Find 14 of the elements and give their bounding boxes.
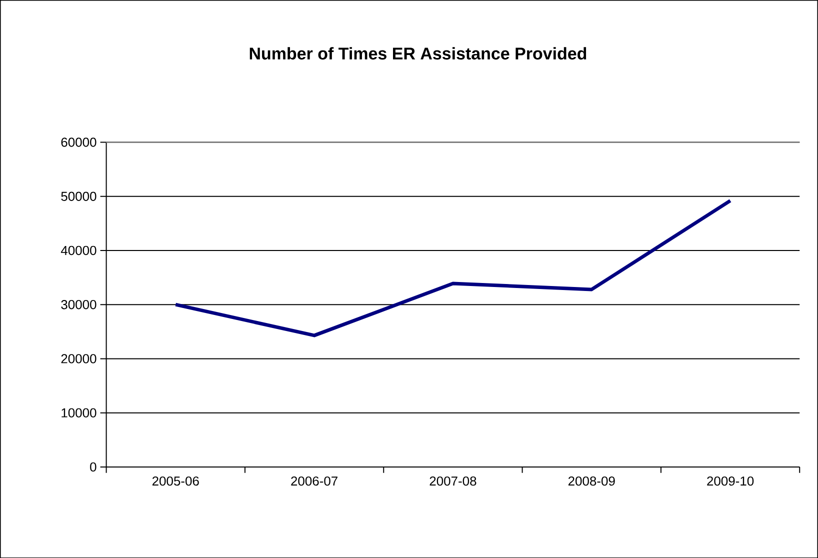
y-tick-label: 40000 [60,246,96,255]
x-tick-label: 2008-09 [568,476,615,486]
y-tick-label: 20000 [61,354,96,364]
chart-title: Number of Times ER Assistance Provided [250,46,586,60]
x-tick-label: 2009-10 [707,476,754,486]
x-tick-label: 2006-07 [291,476,338,486]
y-tick-label: 0 [90,462,96,472]
line-series [174,198,732,338]
y-tick-label: 30000 [61,300,96,310]
y-tick-label: 60000 [61,138,96,147]
y-tick-label: 50000 [61,192,96,201]
y-tick-label: 10000 [62,408,96,418]
x-tick-label: 2005-06 [152,476,199,486]
x-tick-label: 2007-08 [430,476,476,486]
